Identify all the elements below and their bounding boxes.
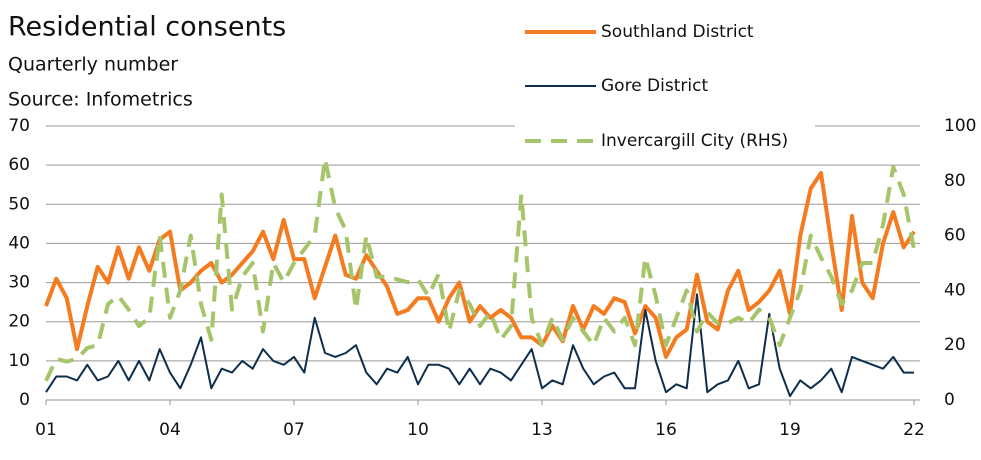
x-tick-label: 04 <box>159 420 181 440</box>
y-tick-label: 60 <box>8 155 30 175</box>
y2-tick-label: 20 <box>944 335 966 355</box>
chart-source: Source: Infometrics <box>8 89 193 111</box>
y-tick-label: 20 <box>8 312 30 332</box>
x-tick-label: 10 <box>407 420 429 440</box>
chart-subtitle: Quarterly number <box>8 54 178 76</box>
y-tick-label: 50 <box>8 194 30 214</box>
grid: 0 10 20 30 40 50 60 70 0 20 40 60 80 100 01 04 07 10 13 16 1… <box>8 116 976 440</box>
y2-tick-label: 0 <box>944 390 955 410</box>
series-line <box>44 156 916 382</box>
x-tick-label: 07 <box>283 420 305 440</box>
legend-label: Invercargill City (RHS) <box>601 131 788 151</box>
x-tick-label: 16 <box>655 420 677 440</box>
x-tick-label: 13 <box>531 420 553 440</box>
y2-tick-label: 60 <box>944 226 966 246</box>
plot <box>44 156 916 398</box>
y2-tick-label: 80 <box>944 171 966 191</box>
y-tick-label: 10 <box>8 351 30 371</box>
series-line <box>44 171 916 359</box>
x-tick-label: 01 <box>35 420 57 440</box>
x-tick-label: 22 <box>903 420 925 440</box>
series-line <box>45 293 914 398</box>
y2-tick-label: 100 <box>944 116 976 136</box>
y-tick-label: 30 <box>8 273 30 293</box>
y-tick-label: 70 <box>8 116 30 136</box>
legend-label: Gore District <box>601 76 708 96</box>
chart-title: Residential consents <box>8 12 286 43</box>
x-tick-label: 19 <box>779 420 801 440</box>
legend-label: Southland District <box>601 22 754 42</box>
y-tick-label: 0 <box>19 390 30 410</box>
y-tick-label: 40 <box>8 233 30 253</box>
y2-tick-label: 40 <box>944 280 966 300</box>
legend: Southland District Gore District Invercarg… <box>515 15 815 158</box>
